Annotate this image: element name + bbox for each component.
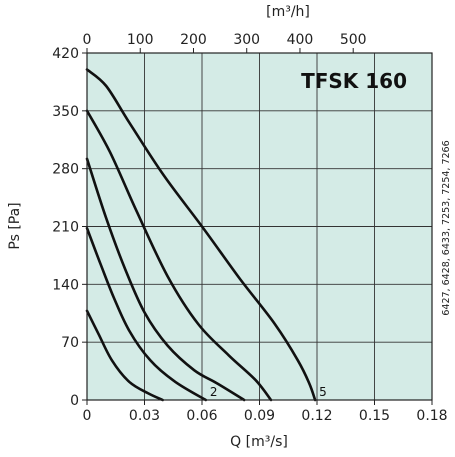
fan-curve bbox=[85, 157, 246, 402]
fan-curve bbox=[85, 68, 317, 402]
side-note: 6427, 6428, 6433, 7253, 7254, 7266 bbox=[441, 140, 452, 315]
top-tick-label: 300 bbox=[233, 32, 260, 48]
chart-title: TFSK 160 bbox=[301, 69, 407, 93]
x-tick-label: 0.18 bbox=[416, 408, 447, 424]
y-tick-label: 70 bbox=[61, 335, 79, 351]
top-tick-label: 0 bbox=[83, 32, 92, 48]
series-lines bbox=[85, 68, 317, 402]
fan-curve bbox=[85, 309, 164, 402]
y-tick-label: 140 bbox=[52, 277, 79, 293]
y-axis-ticks: 0 70 140 210 280 350 420 bbox=[52, 46, 87, 409]
x-tick-label: 0 bbox=[83, 408, 92, 424]
x-tick-label: 0.12 bbox=[301, 408, 332, 424]
x-tick-label: 0.06 bbox=[186, 408, 217, 424]
top-axis-title: [m³/h] bbox=[266, 4, 310, 20]
y-tick-label: 350 bbox=[52, 104, 79, 120]
top-tick-label: 200 bbox=[180, 32, 207, 48]
fan-curve bbox=[85, 109, 273, 402]
y-axis-title: Ps [Pa] bbox=[7, 202, 23, 249]
y-tick-label: 420 bbox=[52, 46, 79, 62]
x-tick-label: 0.09 bbox=[244, 408, 275, 424]
top-tick-label: 100 bbox=[127, 32, 154, 48]
x-axis-title: Q [m³/s] bbox=[230, 434, 288, 450]
y-tick-label: 0 bbox=[70, 393, 79, 409]
x-tick-label: 0.15 bbox=[359, 408, 390, 424]
top-axis-ticks: 0 100 200 300 400 500 bbox=[83, 32, 367, 53]
top-tick-label: 400 bbox=[287, 32, 314, 48]
x-axis-ticks: 0 0.03 0.06 0.09 0.12 0.15 0.18 bbox=[83, 400, 448, 424]
fan-curve bbox=[85, 226, 208, 402]
y-tick-label: 280 bbox=[52, 162, 79, 178]
x-tick-label: 0.03 bbox=[129, 408, 160, 424]
y-tick-label: 210 bbox=[52, 220, 79, 236]
curve-label: 5 bbox=[319, 385, 327, 399]
top-tick-label: 500 bbox=[340, 32, 367, 48]
curve-label: 2 bbox=[210, 385, 218, 399]
